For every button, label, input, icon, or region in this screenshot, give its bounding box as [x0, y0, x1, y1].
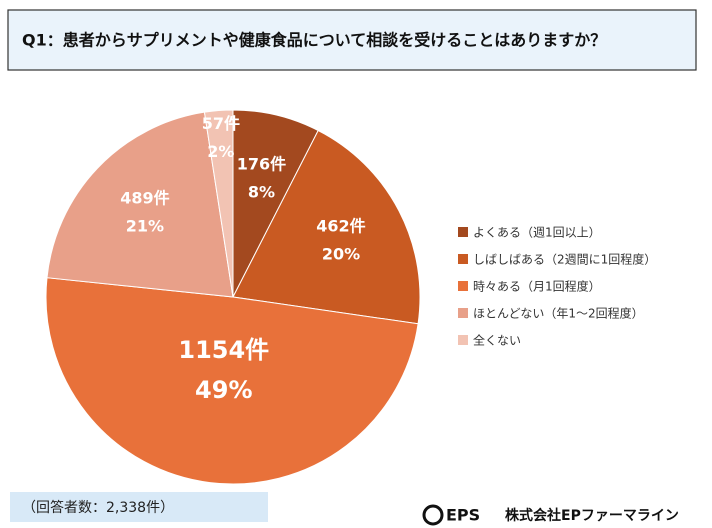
legend-label: よくある（週1回以上）: [473, 226, 601, 240]
value-label: 462件: [316, 217, 365, 236]
value-label: 1154件: [178, 336, 269, 364]
legend-label: 時々ある（月1回程度）: [473, 279, 601, 294]
note-box: [10, 492, 268, 522]
percent-label: 20%: [322, 245, 360, 264]
logo-mark: EPS: [446, 506, 480, 525]
chart-title: Q1：患者からサプリメントや健康食品について相談を受けることはありますか？: [22, 31, 606, 50]
title-box: [7, 9, 697, 71]
logo-company: 株式会社EPファーマライン: [505, 507, 679, 524]
pie-slice: [232, 129, 421, 325]
legend-label: しばしばある（2週間に1回程度）: [473, 252, 656, 267]
note: （回答者数：2,338件）: [22, 499, 174, 516]
value-label: 489件: [120, 189, 169, 208]
value-label: 57件: [202, 114, 240, 133]
percent-label: 49%: [195, 376, 252, 404]
pie-slice: [45, 277, 419, 485]
logo-icon: [422, 504, 444, 526]
percent-label: 8%: [248, 182, 275, 201]
legend-swatch: [458, 227, 468, 237]
pie-slice: [203, 109, 234, 298]
percent-label: 2%: [207, 142, 234, 161]
percent-label: 21%: [126, 217, 164, 236]
legend-label: 全くない: [473, 333, 521, 348]
legend-swatch: [458, 308, 468, 318]
legend-swatch: [458, 335, 468, 345]
legend-swatch: [458, 254, 468, 264]
value-label: 176件: [237, 154, 286, 173]
legend-label: ほとんどない（年1～2回程度）: [473, 306, 644, 321]
pie-slice: [46, 111, 234, 298]
legend-swatch: [458, 281, 468, 291]
